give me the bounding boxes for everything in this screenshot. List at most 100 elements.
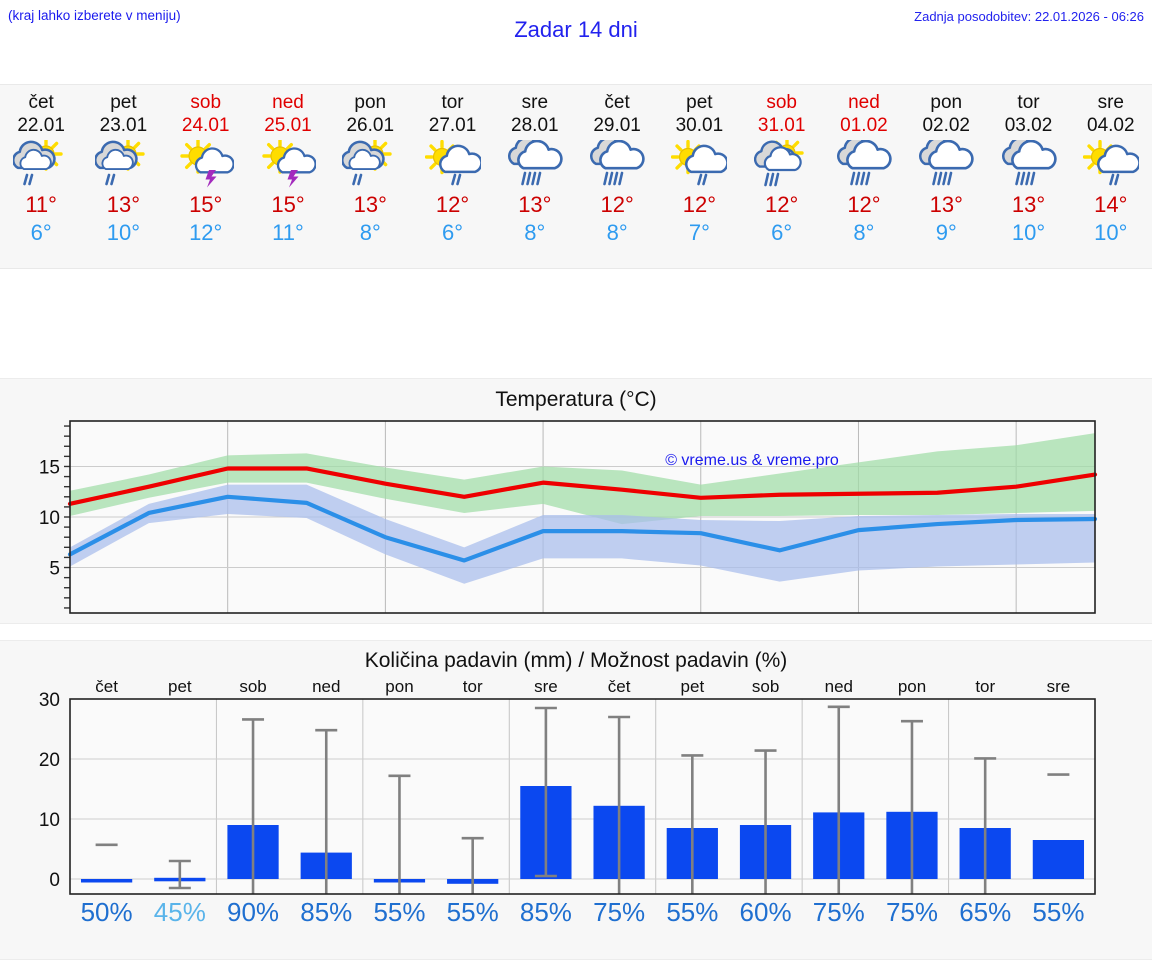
temperature-max: 12° <box>847 192 881 217</box>
precip-day-label: sre <box>1046 677 1071 696</box>
precip-day-label: ned <box>824 677 853 696</box>
temperature-max: 11° <box>25 192 57 217</box>
sun-cloud-rain-icon <box>1082 140 1139 186</box>
precip-day-label: čet <box>607 677 631 696</box>
temperature-min: 8° <box>853 220 875 245</box>
day-column[interactable]: ned 01.02 12° 8° <box>823 85 905 268</box>
day-column[interactable]: ned 25.01 15° 11° <box>247 85 329 268</box>
day-date: 24.01 <box>181 115 230 136</box>
sun-thunderstorm-icon <box>180 140 234 188</box>
day-name: ned <box>272 92 304 113</box>
precip-day-label: ned <box>312 677 341 696</box>
temperature-max: 13° <box>1011 192 1046 217</box>
day-column[interactable]: tor 03.02 13° 10° <box>987 85 1069 268</box>
precip-probability-label: 75% <box>812 897 865 927</box>
day-name: čet <box>604 92 630 113</box>
precip-day-label: tor <box>462 677 483 696</box>
temperature-min: 8° <box>524 220 546 245</box>
day-column[interactable]: čet 29.01 12° 8° <box>576 85 658 268</box>
precip-day-label: sob <box>751 677 780 696</box>
weather-icon-wrap <box>741 139 823 191</box>
day-name: sre <box>1097 92 1124 113</box>
precip-day-label: pet <box>680 677 705 696</box>
precip-probability-label: 85% <box>519 897 572 927</box>
precip-day-label: tor <box>975 677 996 696</box>
temperature-min: 8° <box>606 220 628 245</box>
day-column[interactable]: sob 24.01 15° 12° <box>165 85 247 268</box>
precipitation-day-labels: čet pet sob ned pon tor sre čet pet sob ned pon tor s… <box>70 677 1095 699</box>
weather-icon-wrap <box>494 139 576 191</box>
temperature-max: 13° <box>929 192 963 217</box>
day-date: 04.02 <box>1087 115 1135 136</box>
day-name: sob <box>190 92 222 113</box>
svg-text:30: 30 <box>39 690 60 711</box>
temperature-max: 14° <box>1094 192 1128 217</box>
day-date: 25.01 <box>264 115 312 136</box>
temperature-min: 11° <box>272 220 304 245</box>
day-name: tor <box>441 92 464 113</box>
temperature-chart-section: Temperatura (°C) 5 10 15 © vreme.us & vreme… <box>0 378 1152 624</box>
weather-icon-wrap <box>82 139 164 191</box>
day-column[interactable]: tor 27.01 12° 6° <box>411 85 493 268</box>
precip-day-label: pon <box>897 677 927 696</box>
temperature-max: 13° <box>353 192 387 217</box>
sun-cloud-rain-icon <box>671 140 728 186</box>
day-date: 29.01 <box>593 115 641 136</box>
weather-icon-wrap <box>576 139 658 191</box>
svg-text:15: 15 <box>39 457 60 478</box>
precipitation-chart-svg: 0 10 20 30 <box>39 690 1096 895</box>
day-column[interactable]: pet 30.01 12° 7° <box>658 85 740 268</box>
temperature-max: 12° <box>600 192 634 217</box>
day-date: 26.01 <box>346 115 395 136</box>
precip-probability-label: 55% <box>1032 897 1085 927</box>
day-name: pon <box>930 92 963 113</box>
day-column[interactable]: pon 02.02 13° 9° <box>905 85 987 268</box>
sun-cloud-light-rain-icon <box>95 140 146 186</box>
page-title: Zadar 14 dni <box>514 17 638 42</box>
day-name: čet <box>28 92 54 113</box>
temperature-max: 12° <box>682 192 717 217</box>
day-column[interactable]: pet 23.01 13° 10° <box>82 85 164 268</box>
svg-text:10: 10 <box>39 508 60 529</box>
weather-icon-wrap <box>411 139 493 191</box>
precip-day-label: pet <box>168 677 192 696</box>
day-column[interactable]: pon 26.01 13° 8° <box>329 85 411 268</box>
last-updated-text: Zadnja posodobitev: 22.01.2026 - 06:26 <box>914 9 1144 24</box>
precip-probability-label: 55% <box>446 897 499 927</box>
precip-probability-label: 75% <box>885 897 939 927</box>
precip-day-label: sob <box>239 677 267 696</box>
precip-day-label: sre <box>534 677 558 696</box>
day-name: tor <box>1017 92 1040 113</box>
cloud-heavy-rain-icon <box>919 140 974 186</box>
day-column[interactable]: sre 04.02 14° 10° <box>1070 85 1152 268</box>
svg-text:10: 10 <box>39 810 60 831</box>
precip-probability-label: 55% <box>373 897 426 927</box>
day-date: 22.01 <box>17 115 65 136</box>
sun-cloud-light-rain-icon <box>13 140 63 186</box>
temperature-min: 6° <box>442 220 464 245</box>
day-column[interactable]: sre 28.01 13° 8° <box>494 85 576 268</box>
weather-icon-wrap <box>247 139 329 191</box>
chart-credit: © vreme.us & vreme.pro <box>665 452 839 469</box>
sun-thunderstorm-icon <box>262 140 316 188</box>
temperature-min: 10° <box>1094 220 1128 245</box>
day-column[interactable]: sob 31.01 12° 6° <box>741 85 823 268</box>
weather-icon-wrap <box>658 139 740 191</box>
temperature-min: 7° <box>688 220 710 245</box>
precip-probability-label: 50% <box>80 897 133 927</box>
precip-probability-label: 65% <box>959 897 1012 927</box>
weather-icon-wrap <box>1070 139 1152 191</box>
temperature-max: 12° <box>435 192 470 217</box>
precip-probability-label: 55% <box>666 897 719 927</box>
day-date: 23.01 <box>99 115 148 136</box>
temperature-min: 10° <box>106 220 141 245</box>
weather-icon-wrap <box>987 139 1069 191</box>
weather-icon-wrap <box>905 139 987 191</box>
cloud-heavy-rain-icon <box>590 140 645 186</box>
cloud-heavy-rain-icon <box>507 140 563 186</box>
day-date: 31.01 <box>757 115 806 136</box>
weather-icon-wrap <box>0 139 82 191</box>
day-column[interactable]: čet 22.01 11° 6° <box>0 85 82 268</box>
temperature-min: 9° <box>935 220 957 245</box>
daily-forecast-strip: čet 22.01 11° 6° pet 23.01 13° 10° sob 24.01 15° 12… <box>0 84 1152 269</box>
